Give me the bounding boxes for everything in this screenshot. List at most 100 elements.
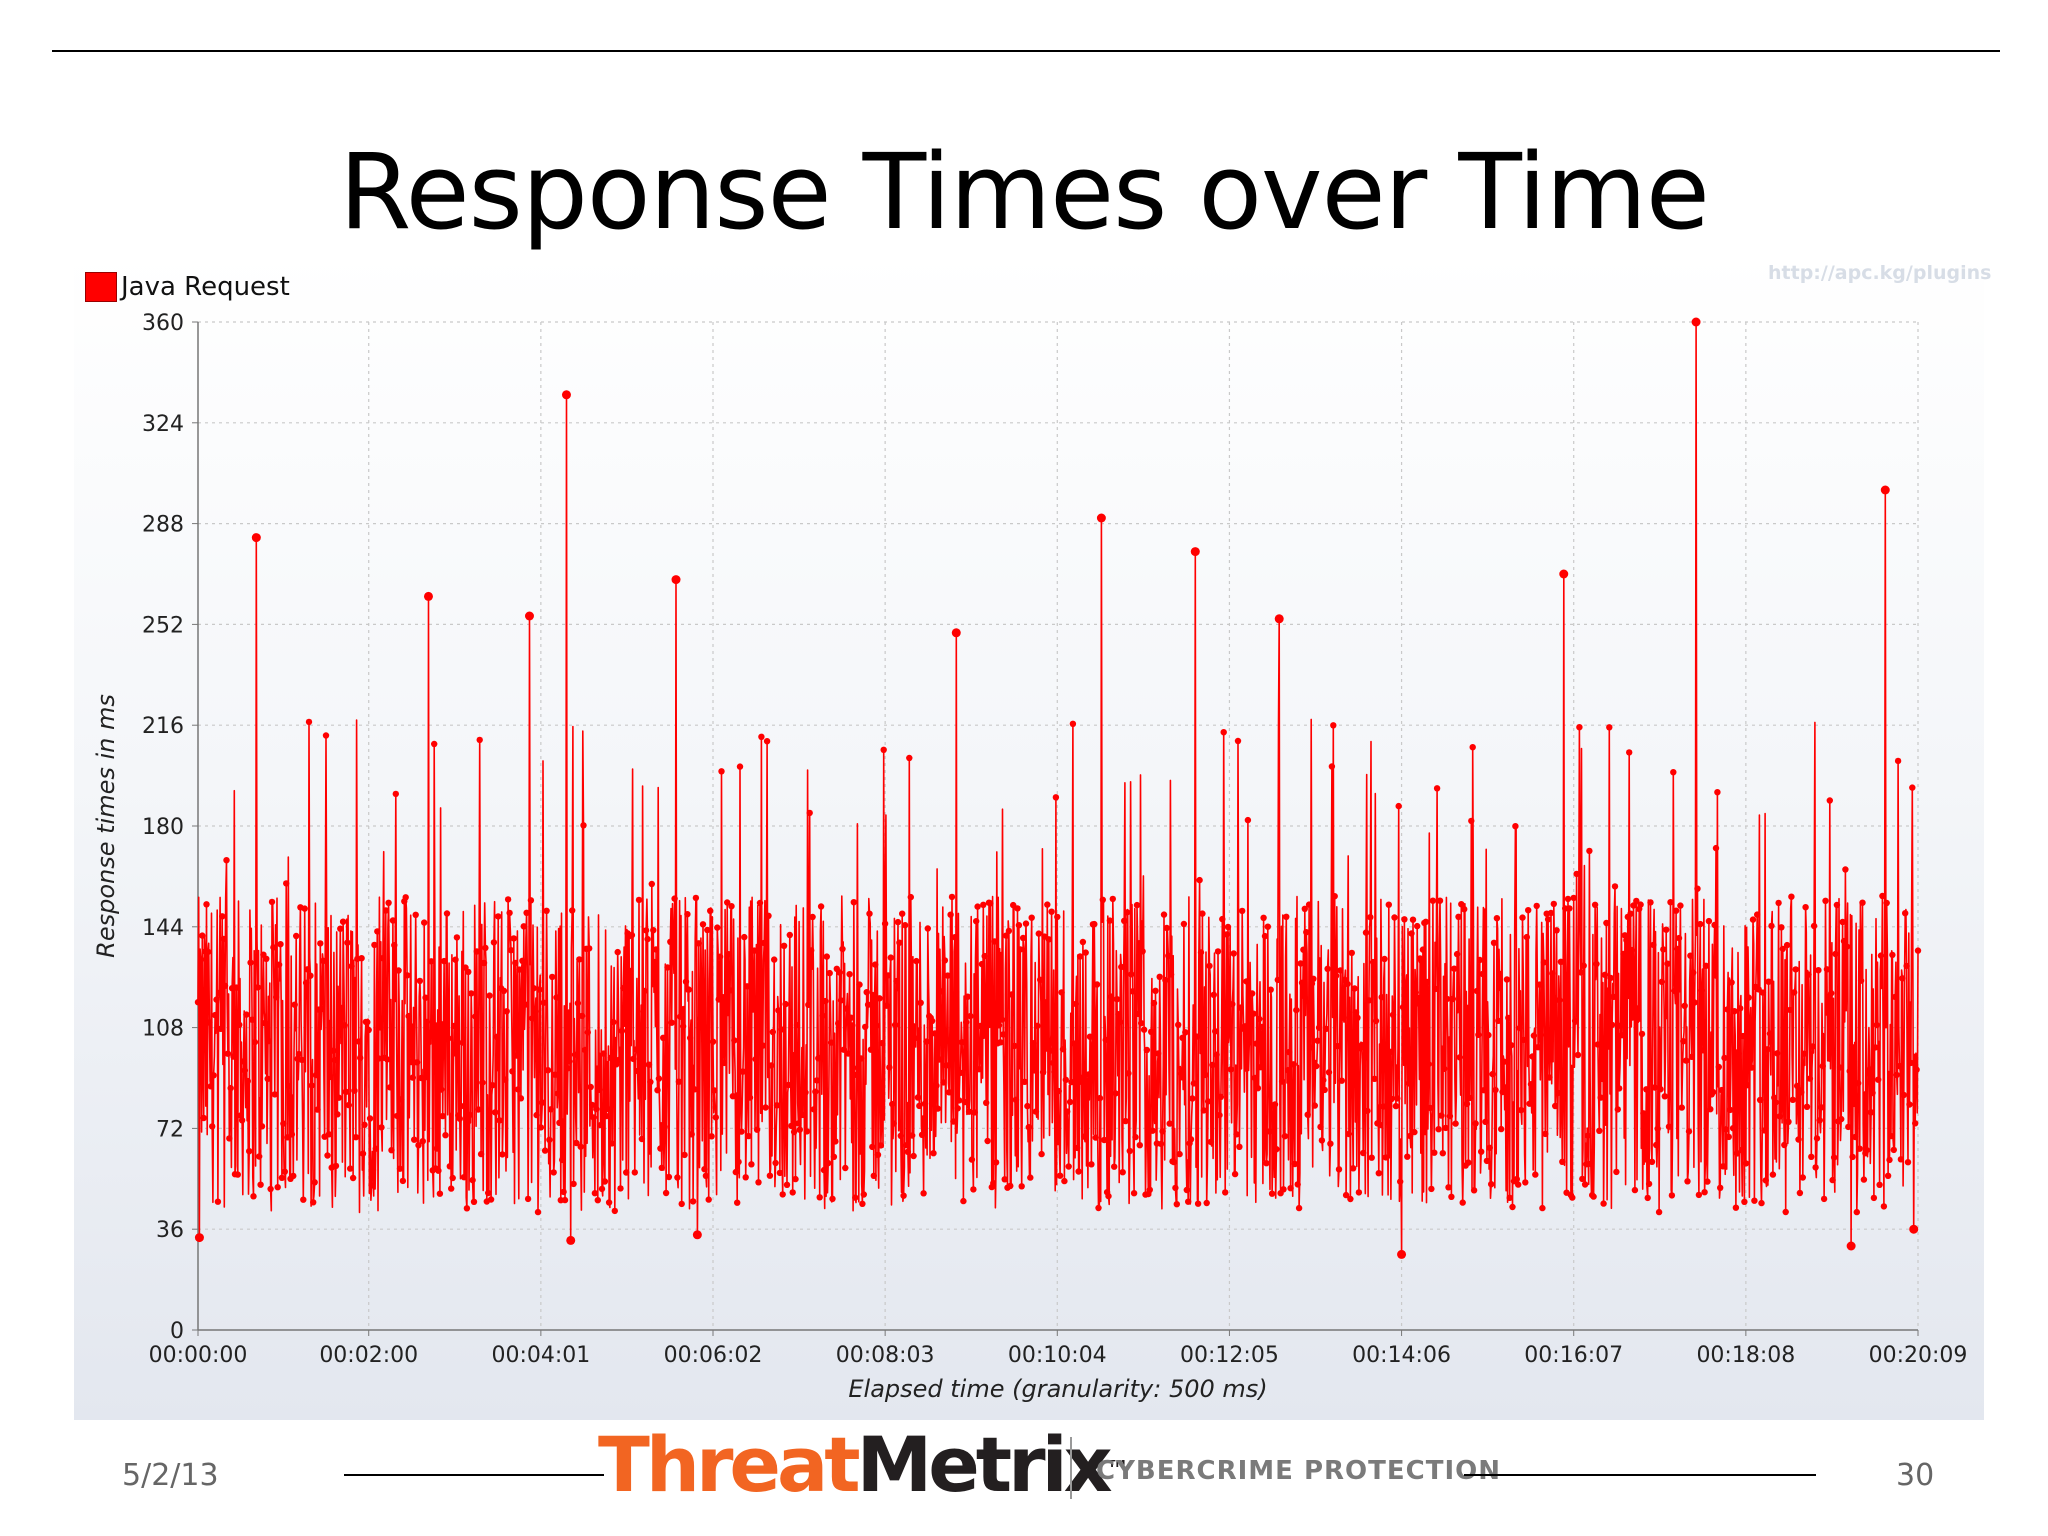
data-point xyxy=(992,1159,1000,1166)
data-point xyxy=(452,956,459,963)
data-point xyxy=(1593,960,1600,968)
data-point xyxy=(1765,978,1772,985)
data-point xyxy=(1256,1015,1263,1023)
data-point xyxy=(311,1179,318,1186)
data-point xyxy=(1344,980,1351,988)
data-point xyxy=(1411,1128,1418,1136)
data-point xyxy=(357,1054,364,1062)
data-point xyxy=(1884,1172,1892,1180)
data-point xyxy=(1552,1102,1559,1110)
data-point xyxy=(1796,1189,1804,1197)
data-point xyxy=(571,1051,579,1058)
data-point xyxy=(819,1012,826,1019)
data-point xyxy=(1446,1112,1454,1120)
data-point xyxy=(1843,943,1851,950)
data-point xyxy=(805,1001,812,1008)
y-tick-label: 216 xyxy=(142,714,184,739)
data-point xyxy=(1651,1084,1659,1091)
y-tick-label: 36 xyxy=(156,1218,184,1243)
data-point xyxy=(1522,1179,1529,1186)
data-point xyxy=(1189,1095,1196,1102)
x-tick-label: 00:14:06 xyxy=(1352,1343,1451,1368)
data-point xyxy=(697,1015,704,1023)
data-point xyxy=(1751,1197,1758,1204)
data-point xyxy=(1667,899,1674,906)
data-point xyxy=(364,1018,371,1026)
data-point xyxy=(603,1112,610,1120)
data-point xyxy=(1278,1078,1286,1085)
data-point xyxy=(1331,893,1338,900)
data-point xyxy=(439,1112,446,1120)
data-point xyxy=(1449,995,1457,1003)
data-point xyxy=(1111,1163,1118,1170)
data-point xyxy=(1143,1046,1151,1054)
data-point xyxy=(729,1093,737,1100)
data-point xyxy=(1126,1147,1134,1155)
data-point xyxy=(1119,1169,1126,1176)
data-point xyxy=(355,1038,362,1045)
data-point xyxy=(1700,1047,1707,1054)
data-point xyxy=(391,942,398,949)
data-point xyxy=(476,736,483,744)
data-point xyxy=(1601,971,1609,978)
data-point xyxy=(283,880,290,887)
data-point xyxy=(1715,1063,1723,1071)
data-point xyxy=(244,1077,251,1085)
data-point xyxy=(830,1153,838,1161)
data-point xyxy=(749,1006,756,1013)
data-point xyxy=(1418,957,1425,965)
data-point xyxy=(389,917,397,924)
data-point xyxy=(779,1191,786,1198)
data-point xyxy=(1175,1021,1182,1028)
data-point xyxy=(1701,1189,1708,1196)
data-point xyxy=(1358,1041,1365,1049)
data-point xyxy=(1081,1133,1088,1140)
data-point xyxy=(411,1136,418,1143)
data-point xyxy=(665,1173,673,1181)
data-point xyxy=(1695,1191,1703,1199)
data-point xyxy=(870,1172,877,1180)
data-point xyxy=(1167,971,1175,978)
data-point xyxy=(293,932,300,940)
data-point xyxy=(1904,1159,1912,1166)
data-point xyxy=(330,1047,337,1054)
data-point xyxy=(1027,1174,1034,1181)
data-point xyxy=(1512,823,1519,830)
data-point xyxy=(825,1159,832,1167)
data-point xyxy=(1502,1084,1509,1091)
data-point xyxy=(1315,1024,1323,1031)
data-point xyxy=(1431,1149,1438,1156)
data-point xyxy=(1846,1067,1853,1075)
data-point xyxy=(1280,1186,1287,1193)
data-point xyxy=(1125,1070,1132,1077)
data-point xyxy=(1472,1120,1479,1127)
data-point xyxy=(795,1120,802,1127)
data-point xyxy=(435,1167,442,1174)
data-point xyxy=(1325,1069,1333,1076)
data-point xyxy=(1017,946,1024,953)
data-point xyxy=(944,972,951,979)
data-point xyxy=(957,1069,964,1077)
data-point xyxy=(295,1050,303,1058)
data-point xyxy=(900,1192,907,1199)
data-point xyxy=(1688,1053,1696,1061)
data-point xyxy=(1082,949,1089,956)
data-point xyxy=(1071,1040,1078,1047)
data-point xyxy=(1290,1061,1297,1068)
data-point xyxy=(1321,1086,1328,1094)
data-point xyxy=(1429,897,1437,904)
data-point xyxy=(637,1063,644,1070)
data-point xyxy=(1091,920,1098,928)
data-point xyxy=(1203,1199,1210,1207)
data-point xyxy=(386,1084,394,1091)
data-point xyxy=(1795,1136,1802,1143)
data-point xyxy=(685,986,692,993)
data-point xyxy=(1529,1053,1536,1060)
data-point xyxy=(466,1111,473,1119)
data-point xyxy=(946,1089,953,1096)
x-tick-label: 00:04:01 xyxy=(491,1343,590,1368)
data-point xyxy=(1594,1041,1602,1048)
data-point xyxy=(533,1111,540,1119)
data-point xyxy=(580,822,587,829)
data-point xyxy=(1435,1126,1442,1133)
